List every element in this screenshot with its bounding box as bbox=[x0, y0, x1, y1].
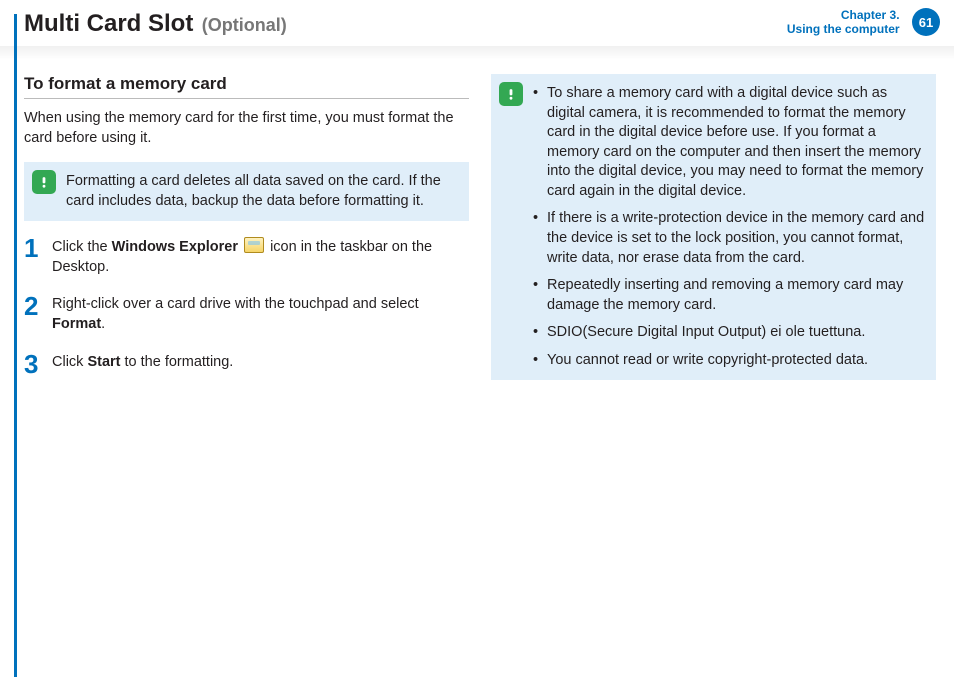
manual-page: Multi Card Slot (Optional) Chapter 3. Us… bbox=[0, 0, 954, 677]
note-item: To share a memory card with a digital de… bbox=[533, 84, 926, 201]
step-text-b: . bbox=[101, 316, 105, 332]
step-text-a: Click bbox=[52, 354, 87, 370]
header-right: Chapter 3. Using the computer 61 bbox=[787, 8, 940, 37]
exclamation-icon bbox=[37, 175, 51, 189]
step-text-strong: Format bbox=[52, 316, 101, 332]
left-accent-rule bbox=[14, 14, 17, 677]
step-2: 2 Right-click over a card drive with the… bbox=[24, 295, 469, 334]
right-column: To share a memory card with a digital de… bbox=[491, 74, 936, 390]
step-number: 3 bbox=[24, 347, 38, 382]
section-heading: To format a memory card bbox=[24, 74, 469, 99]
step-number: 1 bbox=[24, 231, 38, 266]
step-number: 2 bbox=[24, 289, 38, 324]
page-title: Multi Card Slot bbox=[24, 10, 193, 38]
step-text-strong: Start bbox=[87, 354, 120, 370]
page-header: Multi Card Slot (Optional) Chapter 3. Us… bbox=[0, 0, 954, 40]
header-shadow bbox=[0, 46, 954, 60]
notes-icon bbox=[499, 82, 523, 106]
windows-explorer-icon bbox=[244, 237, 264, 253]
notes-callout: To share a memory card with a digital de… bbox=[491, 74, 936, 380]
note-item: SDIO(Secure Digital Input Output) ei ole… bbox=[533, 323, 926, 343]
note-item: If there is a write-protection device in… bbox=[533, 209, 926, 268]
notes-list: To share a memory card with a digital de… bbox=[533, 84, 926, 370]
warning-text: Formatting a card deletes all data saved… bbox=[66, 173, 441, 209]
warning-callout: Formatting a card deletes all data saved… bbox=[24, 162, 469, 221]
step-text-a: Right-click over a card drive with the t… bbox=[52, 296, 419, 312]
note-item: You cannot read or write copyright-prote… bbox=[533, 351, 926, 371]
chapter-line2: Using the computer bbox=[787, 22, 900, 36]
chapter-line1: Chapter 3. bbox=[841, 8, 900, 22]
step-text-b: to the formatting. bbox=[121, 354, 234, 370]
step-text-a: Click the bbox=[52, 239, 112, 255]
page-subtitle: (Optional) bbox=[202, 15, 287, 35]
chapter-label: Chapter 3. Using the computer bbox=[787, 8, 900, 37]
warning-icon bbox=[32, 170, 56, 194]
step-3: 3 Click Start to the formatting. bbox=[24, 353, 469, 373]
step-text-strong: Windows Explorer bbox=[112, 239, 238, 255]
content-columns: To format a memory card When using the m… bbox=[0, 60, 954, 390]
page-number-badge: 61 bbox=[912, 8, 940, 36]
exclamation-icon bbox=[504, 87, 518, 101]
steps-list: 1 Click the Windows Explorer icon in the… bbox=[24, 237, 469, 372]
left-column: To format a memory card When using the m… bbox=[24, 74, 469, 390]
intro-paragraph: When using the memory card for the first… bbox=[24, 109, 469, 148]
note-item: Repeatedly inserting and removing a memo… bbox=[533, 276, 926, 315]
step-1: 1 Click the Windows Explorer icon in the… bbox=[24, 237, 469, 277]
